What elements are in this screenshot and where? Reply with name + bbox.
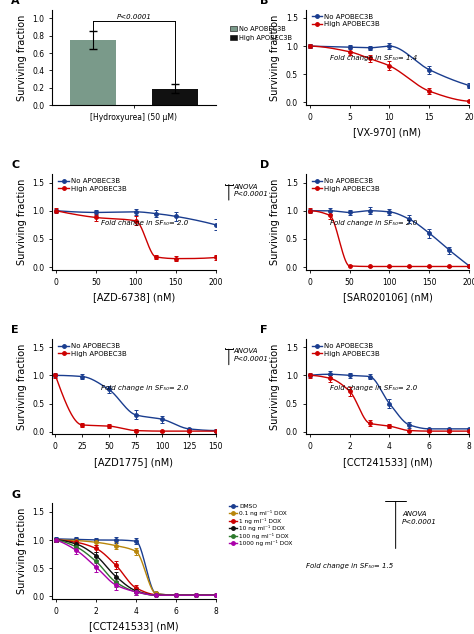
Legend: No APOBEC3B, High APOBEC3B: No APOBEC3B, High APOBEC3B xyxy=(309,176,383,195)
Y-axis label: Surviving fraction: Surviving fraction xyxy=(17,508,27,595)
X-axis label: [AZD1775] (nM): [AZD1775] (nM) xyxy=(94,456,173,467)
Text: Fold change in SF₅₀= 2.0: Fold change in SF₅₀= 2.0 xyxy=(101,385,189,391)
Text: Fold change in SF₅₀= 1.4: Fold change in SF₅₀= 1.4 xyxy=(330,55,418,61)
Legend: No APOBEC3B, High APOBEC3B: No APOBEC3B, High APOBEC3B xyxy=(309,340,383,359)
Text: B: B xyxy=(260,0,268,6)
Y-axis label: Surviving fraction: Surviving fraction xyxy=(17,179,27,265)
Text: Fold change in SF₅₀= 2.0: Fold change in SF₅₀= 2.0 xyxy=(101,220,189,226)
Text: F: F xyxy=(260,325,267,335)
Text: G: G xyxy=(11,489,20,500)
X-axis label: [SAR020106] (nM): [SAR020106] (nM) xyxy=(343,292,432,302)
Bar xyxy=(152,89,198,105)
Bar xyxy=(70,40,116,105)
Text: D: D xyxy=(260,160,269,171)
Legend: No APOBEC3B, High APOBEC3B: No APOBEC3B, High APOBEC3B xyxy=(55,340,129,359)
X-axis label: [CCT241533] (nM): [CCT241533] (nM) xyxy=(343,456,432,467)
Y-axis label: Surviving fraction: Surviving fraction xyxy=(17,14,27,101)
Text: Fold change in SF₅₀= 2.0: Fold change in SF₅₀= 2.0 xyxy=(330,220,418,226)
Y-axis label: Surviving fraction: Surviving fraction xyxy=(270,344,280,430)
Y-axis label: Surviving fraction: Surviving fraction xyxy=(270,179,280,265)
Legend: No APOBEC3B, High APOBEC3B: No APOBEC3B, High APOBEC3B xyxy=(309,11,383,30)
Y-axis label: Surviving fraction: Surviving fraction xyxy=(17,344,27,430)
X-axis label: [AZD-6738] (nM): [AZD-6738] (nM) xyxy=(93,292,175,302)
X-axis label: [CCT241533] (nM): [CCT241533] (nM) xyxy=(89,621,179,631)
X-axis label: [VX-970] (nM): [VX-970] (nM) xyxy=(354,127,421,138)
Legend: No APOBEC3B, High APOBEC3B: No APOBEC3B, High APOBEC3B xyxy=(55,176,129,195)
Text: E: E xyxy=(11,325,19,335)
Y-axis label: Surviving fraction: Surviving fraction xyxy=(270,14,280,101)
Text: Fold change in SF₅₀= 2.0: Fold change in SF₅₀= 2.0 xyxy=(330,385,418,391)
Text: P<0.0001: P<0.0001 xyxy=(117,14,151,20)
Text: C: C xyxy=(11,160,19,171)
Text: Fold change in SF₅₀= 1.5: Fold change in SF₅₀= 1.5 xyxy=(306,563,393,569)
Text: ANOVA
P<0.0001: ANOVA P<0.0001 xyxy=(234,348,269,362)
Text: A: A xyxy=(11,0,20,6)
Legend: No APOBEC3B, High APOBEC3B: No APOBEC3B, High APOBEC3B xyxy=(227,23,295,44)
Legend: DMSO, 0.1 ng ml⁻¹ DOX, 1 ng ml⁻¹ DOX, 10 ng ml⁻¹ DOX, 100 ng ml⁻¹ DOX, 1000 ng m: DMSO, 0.1 ng ml⁻¹ DOX, 1 ng ml⁻¹ DOX, 10… xyxy=(227,501,295,548)
Text: ANOVA
P<0.0001: ANOVA P<0.0001 xyxy=(234,184,269,197)
Text: ANOVA
P<0.0001: ANOVA P<0.0001 xyxy=(402,511,437,524)
